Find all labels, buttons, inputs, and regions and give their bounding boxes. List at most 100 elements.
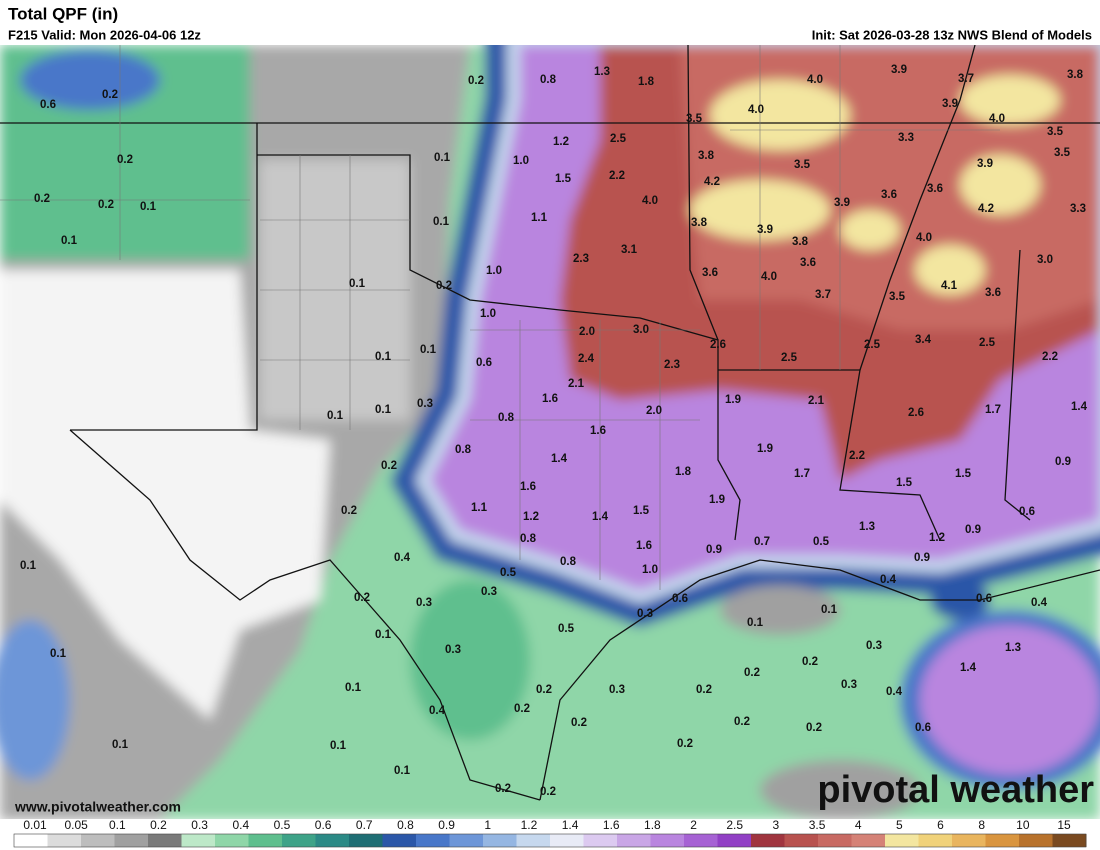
value-label: 0.2 bbox=[744, 667, 760, 679]
value-label: 2.1 bbox=[808, 395, 825, 407]
value-label: 3.9 bbox=[942, 98, 958, 110]
value-label: 3.8 bbox=[691, 217, 708, 229]
legend-swatch bbox=[784, 834, 819, 847]
value-label: 0.4 bbox=[1031, 597, 1048, 609]
value-label: 3.5 bbox=[686, 113, 703, 125]
value-label: 2.6 bbox=[710, 339, 726, 351]
value-label: 3.1 bbox=[621, 244, 638, 256]
value-label: 0.6 bbox=[672, 593, 688, 605]
value-label: 3.9 bbox=[977, 158, 993, 170]
value-label: 4.0 bbox=[748, 104, 764, 116]
value-label: 1.6 bbox=[520, 481, 536, 493]
value-label: 1.9 bbox=[725, 394, 741, 406]
legend-swatch bbox=[315, 834, 350, 847]
valid-time: F215 Valid: Mon 2026-04-06 12z bbox=[8, 27, 201, 42]
value-label: 1.9 bbox=[757, 443, 773, 455]
value-label: 1.8 bbox=[675, 466, 692, 478]
value-label: 2.4 bbox=[578, 353, 595, 365]
legend: 0.01 0.05 0.1 0.2 0.3 0.4 0.5 0.6 0.7 0.8 0.9 1 1.2 1… bbox=[13, 818, 1087, 848]
legend-swatch bbox=[952, 834, 986, 847]
value-label: 0.2 bbox=[98, 199, 114, 211]
county-lines bbox=[0, 45, 1000, 590]
legend-label: 0.5 bbox=[274, 818, 291, 832]
legend-label: 4 bbox=[855, 818, 862, 832]
value-label: 3.8 bbox=[698, 150, 715, 162]
value-label: 2.5 bbox=[781, 352, 798, 364]
value-label: 3.5 bbox=[1054, 147, 1071, 159]
legend-label: 6 bbox=[937, 818, 944, 832]
legend-swatch bbox=[851, 834, 886, 847]
legend-label: 0.4 bbox=[232, 818, 249, 832]
value-label: 0.3 bbox=[609, 684, 625, 696]
value-label: 1.7 bbox=[794, 468, 810, 480]
precip-field bbox=[0, 45, 1100, 819]
legend-label: 1 bbox=[484, 818, 491, 832]
value-label: 0.2 bbox=[34, 193, 50, 205]
value-label: 0.8 bbox=[498, 412, 515, 424]
legend-swatch bbox=[148, 834, 182, 847]
value-label: 0.2 bbox=[341, 505, 357, 517]
value-label: 1.5 bbox=[955, 468, 972, 480]
value-label: 0.6 bbox=[476, 357, 492, 369]
value-label: 2.3 bbox=[573, 253, 589, 265]
legend-label: 1.6 bbox=[603, 818, 620, 832]
logo: pivotal weather bbox=[817, 769, 1094, 811]
value-label: 3.5 bbox=[889, 291, 906, 303]
legend-label: 10 bbox=[1016, 818, 1030, 832]
legend-swatch bbox=[985, 834, 1020, 847]
value-label: 0.3 bbox=[445, 644, 461, 656]
value-label: 0.1 bbox=[375, 404, 392, 416]
value-label: 3.0 bbox=[1037, 254, 1053, 266]
legend-frame bbox=[13, 833, 1087, 848]
value-label: 4.2 bbox=[978, 203, 994, 215]
value-label: 0.5 bbox=[500, 567, 517, 579]
value-label: 2.1 bbox=[568, 378, 585, 390]
value-label: 0.2 bbox=[806, 722, 822, 734]
value-label: 4.0 bbox=[761, 271, 777, 283]
value-label: 1.1 bbox=[531, 212, 548, 224]
legend-label: 1.4 bbox=[562, 818, 579, 832]
value-label: 1.4 bbox=[960, 662, 977, 674]
value-label: 0.6 bbox=[915, 722, 931, 734]
value-label: 0.1 bbox=[375, 629, 392, 641]
value-label: 0.2 bbox=[381, 460, 397, 472]
legend-swatch bbox=[583, 834, 618, 847]
value-label: 2.0 bbox=[646, 405, 662, 417]
value-label: 1.8 bbox=[638, 76, 655, 88]
value-label: 3.6 bbox=[985, 287, 1001, 299]
value-label: 0.3 bbox=[637, 608, 653, 620]
legend-swatch bbox=[215, 834, 249, 847]
value-label: 0.8 bbox=[520, 533, 537, 545]
legend-label: 0.05 bbox=[64, 818, 88, 832]
value-label: 3.4 bbox=[915, 334, 932, 346]
value-label: 1.6 bbox=[542, 393, 558, 405]
value-label: 2.5 bbox=[864, 339, 881, 351]
value-label: 0.2 bbox=[436, 280, 452, 292]
value-label: 0.1 bbox=[434, 152, 451, 164]
value-label: 4.0 bbox=[642, 195, 658, 207]
value-label: 0.6 bbox=[976, 593, 992, 605]
value-label: 0.4 bbox=[886, 686, 903, 698]
value-label: 0.2 bbox=[540, 786, 556, 798]
value-label: 2.2 bbox=[609, 170, 625, 182]
legend-swatch bbox=[47, 834, 82, 847]
value-label: 0.1 bbox=[375, 351, 392, 363]
value-label: 1.3 bbox=[1005, 642, 1021, 654]
value-label: 0.1 bbox=[349, 278, 366, 290]
value-label: 0.1 bbox=[345, 682, 362, 694]
value-label: 0.1 bbox=[433, 216, 450, 228]
value-label: 1.7 bbox=[985, 404, 1001, 416]
value-label: 3.9 bbox=[834, 197, 850, 209]
legend-swatch bbox=[885, 834, 919, 847]
value-label: 1.4 bbox=[551, 453, 568, 465]
legend-swatch bbox=[918, 834, 953, 847]
value-label: 0.2 bbox=[514, 703, 530, 715]
value-label: 1.0 bbox=[513, 155, 529, 167]
value-label: 1.4 bbox=[592, 511, 609, 523]
value-label: 1.1 bbox=[471, 502, 488, 514]
legend-label: 0.1 bbox=[109, 818, 126, 832]
legend-label: 3 bbox=[773, 818, 780, 832]
value-label: 3.6 bbox=[881, 189, 897, 201]
value-label: 3.0 bbox=[633, 324, 649, 336]
